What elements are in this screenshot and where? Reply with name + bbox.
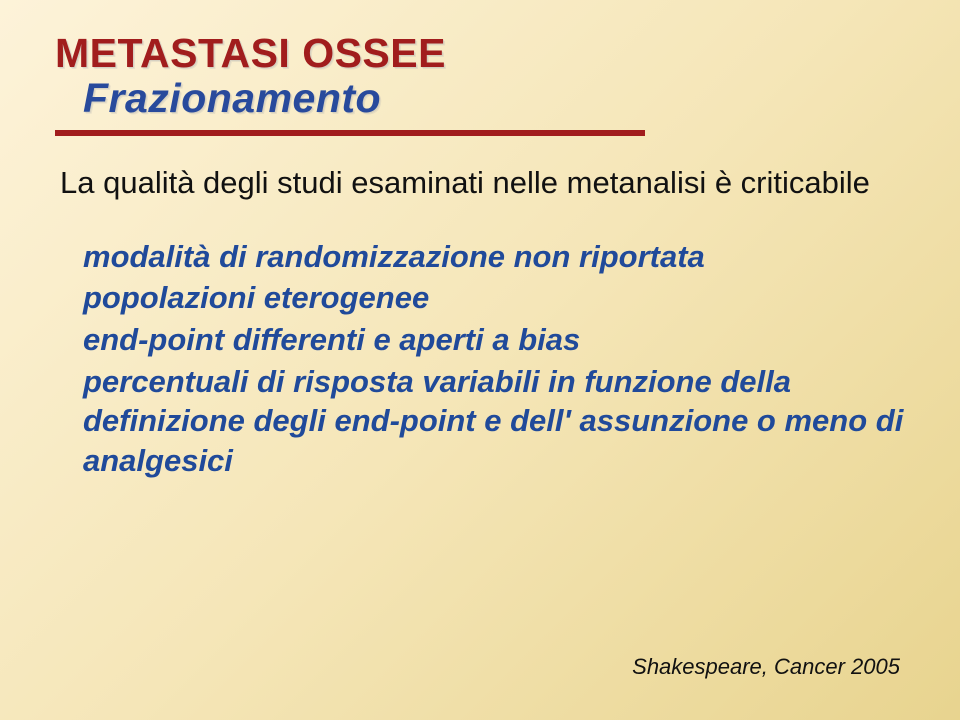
title-line2: Frazionamento [55, 75, 905, 122]
bullet-point: percentuali di risposta variabili in fun… [83, 362, 905, 481]
bullet-point: end-point differenti e aperti a bias [83, 320, 905, 360]
title-line1: METASTASI OSSEE [55, 30, 905, 77]
title-block: METASTASI OSSEE Frazionamento [55, 30, 905, 122]
slide: METASTASI OSSEE Frazionamento La qualità… [0, 0, 960, 720]
bullet-point: popolazioni eterogenee [83, 278, 905, 318]
bullet-point: modalità di randomizzazione non riportat… [83, 237, 905, 277]
citation: Shakespeare, Cancer 2005 [632, 654, 900, 680]
bullet-points: modalità di randomizzazione non riportat… [55, 237, 905, 481]
lead-paragraph: La qualità degli studi esaminati nelle m… [55, 164, 905, 203]
horizontal-rule [55, 130, 645, 136]
